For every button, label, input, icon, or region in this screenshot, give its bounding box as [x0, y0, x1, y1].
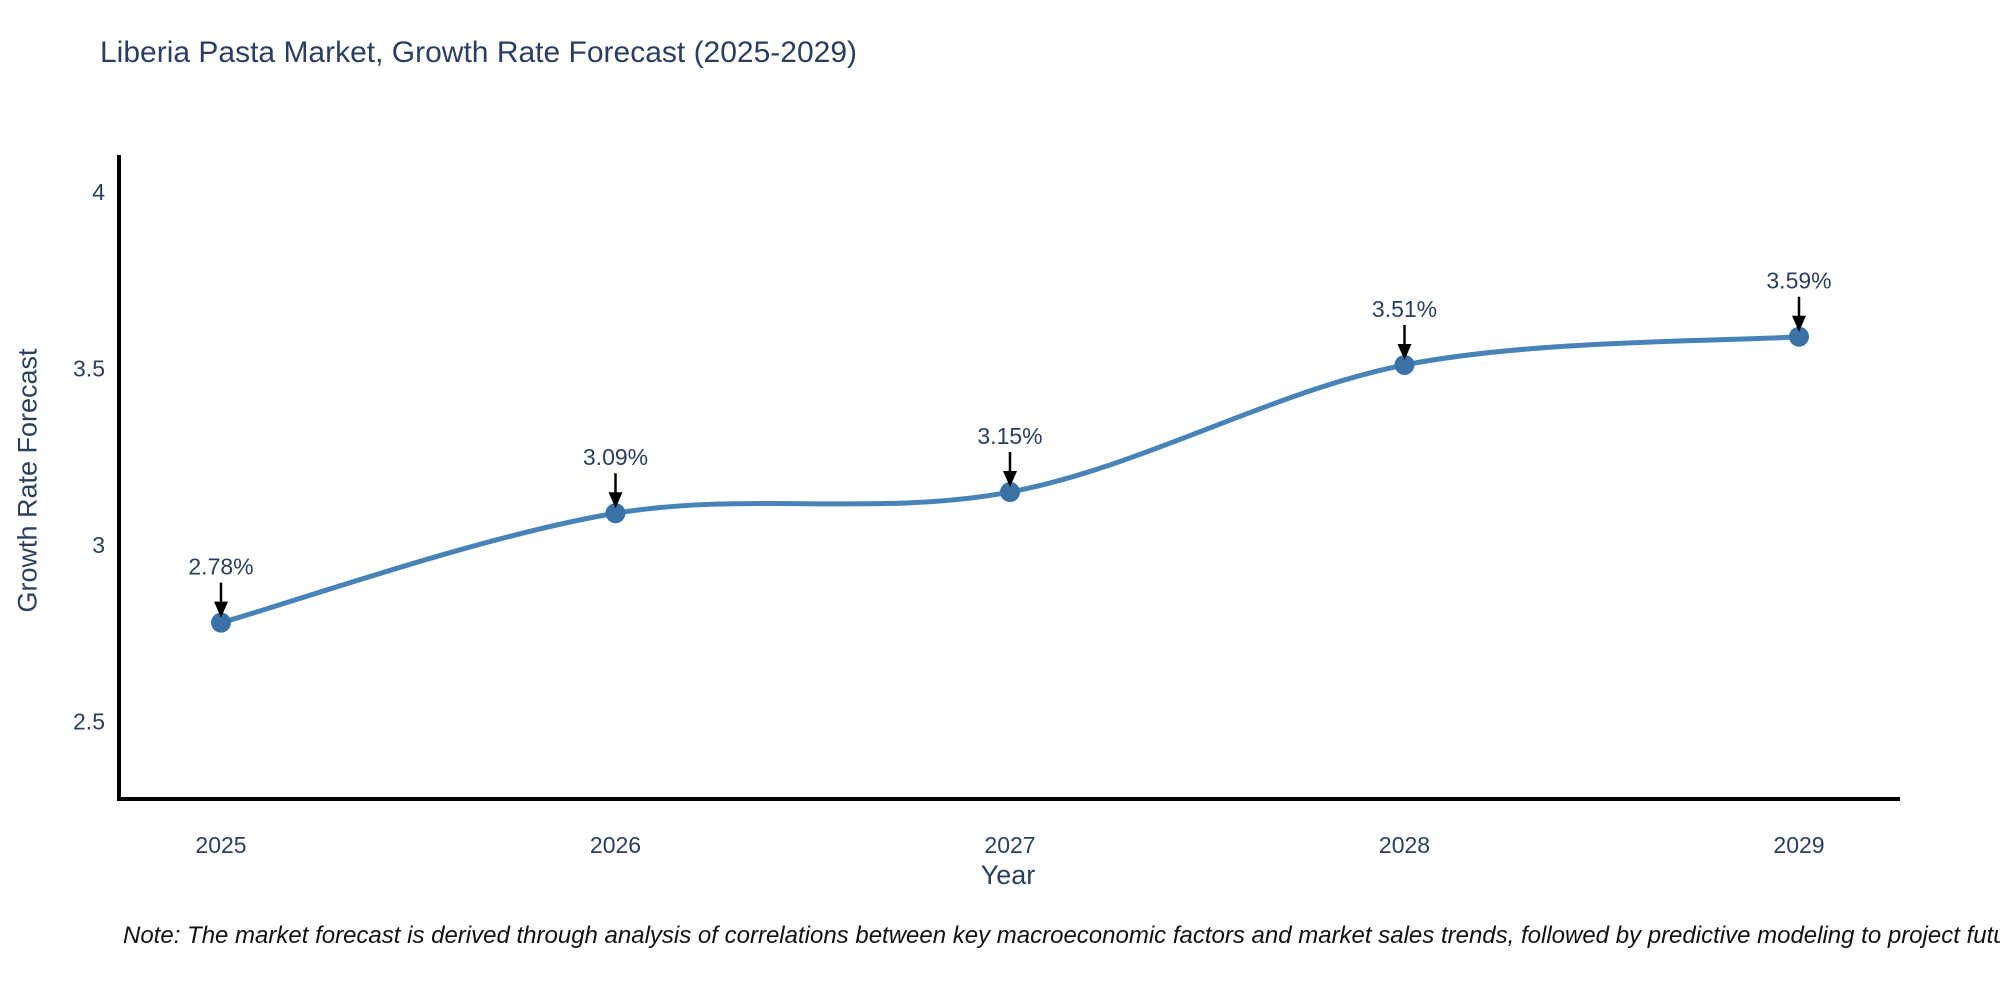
axis-ticks: 2.5 3 3.5 4 2025 2026 2027 2028 2029 — [73, 179, 1825, 858]
annotation-arrowhead-icon — [1003, 471, 1017, 488]
data-point-marker — [1394, 354, 1415, 375]
series-markers — [211, 326, 1809, 633]
x-tick-label: 2026 — [590, 832, 641, 858]
x-axis-title: Year — [980, 860, 1036, 890]
annotation-arrowhead-icon — [214, 601, 228, 618]
data-point-marker — [605, 503, 626, 524]
x-tick-label: 2027 — [984, 832, 1035, 858]
x-tick-label: 2028 — [1379, 832, 1430, 858]
annotation-arrowhead-icon — [1792, 315, 1806, 332]
point-value-label: 3.59% — [1766, 268, 1831, 294]
point-value-label: 2.78% — [188, 554, 253, 580]
point-value-label: 3.09% — [583, 444, 648, 470]
data-point-marker — [1789, 326, 1809, 347]
chart-title: Liberia Pasta Market, Growth Rate Foreca… — [100, 36, 858, 69]
annotation-arrowhead-icon — [608, 492, 623, 509]
footnote: Note: The market forecast is derived thr… — [123, 922, 2000, 949]
y-tick-label: 2.5 — [73, 709, 105, 735]
point-annotation: 3.09% — [583, 444, 648, 509]
y-tick-label: 4 — [92, 179, 105, 205]
data-point-marker — [1000, 482, 1020, 503]
x-tick-label: 2025 — [195, 832, 246, 858]
point-annotations: 2.78% 3.09% 3.15% 3.51% 3.59% — [188, 268, 1832, 618]
y-axis-title: Growth Rate Forecast — [12, 348, 43, 613]
y-tick-label: 3 — [92, 532, 105, 558]
point-value-label: 3.51% — [1372, 296, 1437, 322]
point-annotation: 3.59% — [1766, 268, 1832, 332]
point-annotation: 3.15% — [977, 423, 1043, 488]
y-tick-label: 3.5 — [73, 356, 105, 382]
annotation-arrowhead-icon — [1397, 343, 1412, 360]
point-annotation: 3.51% — [1372, 296, 1437, 360]
data-point-marker — [211, 612, 231, 633]
x-tick-label: 2029 — [1773, 832, 1824, 858]
point-value-label: 3.15% — [977, 423, 1042, 449]
point-annotation: 2.78% — [188, 554, 254, 618]
